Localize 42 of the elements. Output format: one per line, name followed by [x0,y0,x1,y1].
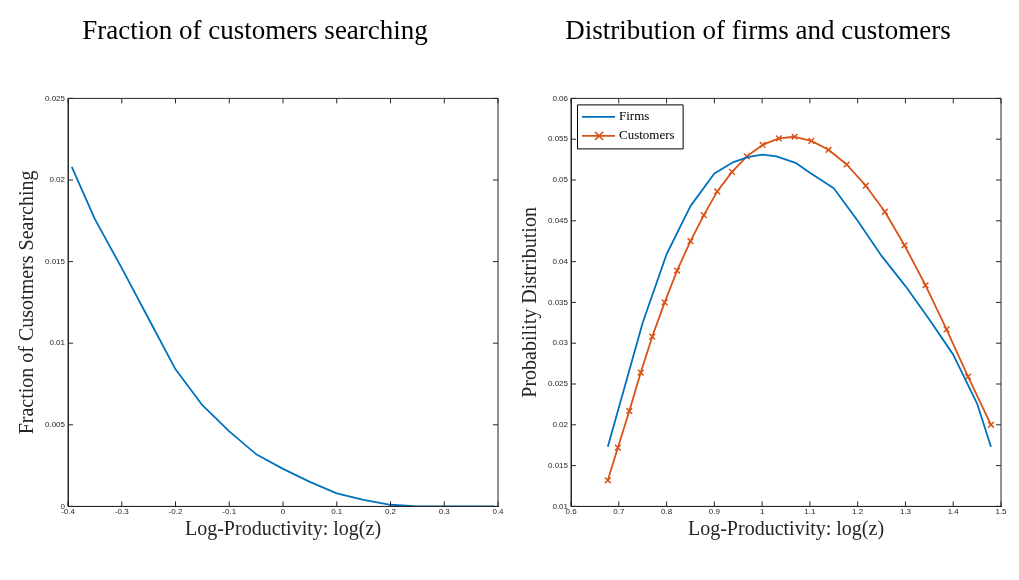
y-tick-label: 0.025 [44,93,66,103]
y-tick-label: 0.035 [547,297,569,307]
legend-label: Customers [619,127,675,143]
x-axis-title: Log-Productivity: log(z) [184,517,382,541]
x-tick-label: -0.3 [114,507,130,517]
x-tick-label: 1.4 [947,507,960,517]
x-tick-label: 1.1 [804,507,817,517]
y-tick-label: 0.02 [49,175,66,185]
x-tick-label: 0.4 [492,507,505,517]
x-tick-label: 0.8 [661,507,673,517]
legend-label: Firms [619,108,650,124]
point [661,298,669,306]
y-tick-label: 0.015 [44,256,66,266]
x-tick-label: 0.9 [708,507,721,517]
x-tick-label: 1.3 [899,507,912,517]
x-tick-label: 0.2 [384,507,397,517]
y-tick-label: 0.025 [547,379,569,389]
x-tick-label: 0.3 [438,507,451,517]
y-tick-label: 0.04 [552,256,569,266]
point [673,267,681,275]
y-tick-label: 0.01 [49,338,66,348]
y-tick-label: 0.055 [547,134,569,144]
x-tick-label: 1 [759,507,765,517]
y-tick-label: 0.06 [552,93,569,103]
y-axis-title: Probability Distribution [518,207,542,398]
x-tick-label: -0.2 [168,507,183,517]
y-tick-label: 0.005 [44,420,66,429]
y-axis-title: Fraction of Cusotmers Searching [15,170,39,435]
x-tick-label: 1.5 [995,507,1008,517]
chart-title: Fraction of customers searching [82,15,428,46]
x-tick-label: -0.1 [222,507,237,517]
y-tick-label: 0.015 [547,460,569,470]
x-tick-label: 0 [280,507,286,517]
x-tick-label: 1.2 [852,507,864,517]
y-tick-label: 0.05 [552,175,569,185]
y-tick-label: 0.02 [552,420,569,429]
x-tick-label: 0.7 [613,507,625,517]
x-tick-label: 0.1 [331,507,343,517]
chart-title: Distribution of firms and customers [565,15,951,46]
y-tick-label: 0.03 [552,338,569,348]
y-tick-label: 0.045 [547,216,569,225]
x-axis-title: Log-Productivity: log(z) [687,517,885,541]
